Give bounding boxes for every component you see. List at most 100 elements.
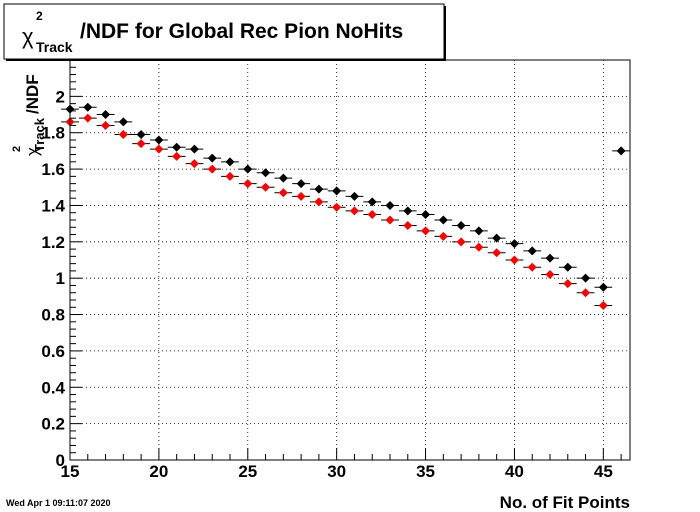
data-point [527, 262, 537, 272]
data-point [456, 220, 466, 230]
x-tick-label: 25 [238, 462, 257, 481]
y-tick-label: 1.6 [41, 160, 65, 179]
data-point [367, 197, 377, 207]
series-1 [61, 113, 613, 310]
data-series [61, 102, 630, 310]
data-point [474, 242, 484, 252]
data-point [509, 255, 519, 265]
data-point [616, 146, 626, 156]
x-tick-label: 20 [149, 462, 168, 481]
data-point [136, 130, 146, 140]
y-axis-label: χ 2 Track /NDF [11, 74, 47, 156]
ylabel-superscript: 2 [11, 146, 23, 152]
x-tick-label: 40 [505, 462, 524, 481]
data-point [349, 206, 359, 216]
y-tick-label: 0.8 [41, 306, 65, 325]
title-superscript: 2 [36, 9, 43, 23]
data-point [118, 117, 128, 127]
data-point [545, 270, 555, 280]
data-point [207, 164, 217, 174]
data-point [261, 182, 271, 192]
data-point [438, 215, 448, 225]
data-point [492, 248, 502, 258]
data-point [189, 159, 199, 169]
data-point [154, 135, 164, 145]
y-tick-label: 1 [56, 269, 65, 288]
title-subscript: Track [36, 39, 73, 55]
x-tick-label: 35 [416, 462, 435, 481]
data-point [367, 210, 377, 220]
data-point [581, 288, 591, 298]
data-point [403, 206, 413, 216]
data-point [172, 151, 182, 161]
data-point [563, 262, 573, 272]
plot-frame [69, 59, 631, 461]
data-point [296, 191, 306, 201]
data-point [385, 200, 395, 210]
data-point [101, 110, 111, 120]
data-point [438, 231, 448, 241]
y-tick-label: 0.6 [41, 342, 65, 361]
data-point [581, 273, 591, 283]
data-point [385, 215, 395, 225]
data-point [243, 164, 253, 174]
title-box: χ 2 Track /NDF for Global Rec Pion NoHit… [3, 3, 446, 61]
data-point [474, 226, 484, 236]
data-point [118, 130, 128, 140]
data-point [154, 144, 164, 154]
data-point [492, 233, 502, 243]
chart-title: /NDF for Global Rec Pion NoHits [80, 20, 403, 43]
x-tick-label: 45 [594, 462, 613, 481]
data-point [421, 210, 431, 220]
data-point [261, 168, 271, 178]
data-point [83, 102, 93, 112]
x-tick-label: 15 [61, 462, 80, 481]
data-point [598, 282, 608, 292]
data-point [278, 188, 288, 198]
data-point [278, 173, 288, 183]
data-point [207, 153, 217, 163]
y-tick-label: 0 [56, 451, 65, 470]
data-point [456, 237, 466, 247]
data-point [563, 279, 573, 289]
grid-lines [70, 60, 630, 460]
data-point [225, 157, 235, 167]
data-point [509, 239, 519, 249]
data-point [332, 186, 342, 196]
data-point [243, 179, 253, 189]
y-tick-label: 1.4 [41, 196, 65, 215]
data-point [403, 220, 413, 230]
data-point [332, 202, 342, 212]
x-tick-label: 30 [327, 462, 346, 481]
x-axis-label: No. of Fit Points [500, 493, 630, 512]
y-tick-label: 1.8 [41, 124, 65, 143]
data-point [598, 300, 608, 310]
data-point [225, 171, 235, 181]
y-tick-label: 2 [56, 87, 65, 106]
data-point [101, 120, 111, 130]
series-0 [61, 102, 630, 292]
data-point [136, 139, 146, 149]
y-tick-label: 1.2 [41, 233, 65, 252]
data-point [527, 246, 537, 256]
data-point [83, 113, 93, 123]
data-point [314, 197, 324, 207]
x-tick-labels: 15 20 25 30 35 40 45 [61, 462, 613, 481]
data-point [189, 144, 199, 154]
y-tick-label: 0.2 [41, 415, 65, 434]
ylabel-subscript: Track [32, 117, 47, 152]
ylabel-suffix: /NDF [23, 74, 42, 114]
y-tick-labels: 0 0.2 0.4 0.6 0.8 1 1.2 1.4 1.6 1.8 2 [41, 87, 65, 470]
title-chi-symbol: χ [22, 24, 34, 49]
ylabel-chi-symbol: χ [23, 147, 42, 156]
data-point [349, 191, 359, 201]
timestamp: Wed Apr 1 09:11:07 2020 [6, 498, 111, 508]
data-point [421, 226, 431, 236]
data-point [172, 142, 182, 152]
axis-ticks [69, 66, 622, 461]
data-point [545, 253, 555, 263]
data-point [296, 179, 306, 189]
data-point [314, 184, 324, 194]
y-tick-label: 0.4 [41, 378, 65, 397]
